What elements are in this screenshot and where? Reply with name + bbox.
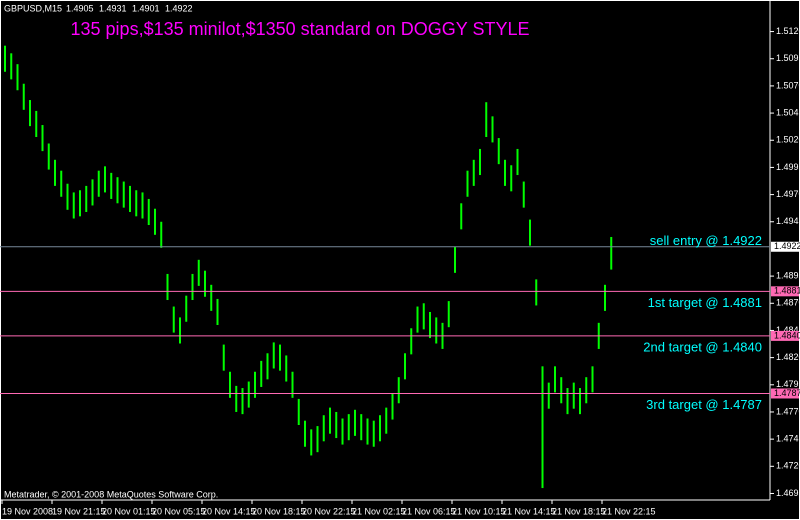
quote-value: 1.4905 xyxy=(66,3,94,13)
x-tick-label: 21 Nov 06:15 xyxy=(402,506,456,516)
level-label: 1st target @ 1.4881 xyxy=(648,295,762,310)
price-box xyxy=(771,286,799,297)
price-box-label: 1.4840 xyxy=(774,330,800,340)
symbol: GBPUSD,M15 xyxy=(4,3,62,13)
price-box-label: 1.4922 xyxy=(774,241,800,251)
x-tick-label: 21 Nov 22:15 xyxy=(602,506,656,516)
y-tick-label: 1.4720 xyxy=(776,461,800,471)
x-tick-label: 19 Nov 21:15 xyxy=(52,506,106,516)
chart-title: 135 pips,$135 minilot,$1350 standard on … xyxy=(71,19,530,39)
y-tick-label: 1.5095 xyxy=(776,53,800,63)
y-tick-label: 1.4820 xyxy=(776,352,800,362)
x-tick-label: 20 Nov 22:15 xyxy=(302,506,356,516)
price-box xyxy=(771,388,799,399)
y-tick-label: 1.4695 xyxy=(776,488,800,498)
y-tick-label: 1.4870 xyxy=(776,298,800,308)
x-tick-label: 21 Nov 14:15 xyxy=(502,506,556,516)
x-tick-label: 20 Nov 14:15 xyxy=(202,506,256,516)
y-tick-label: 1.4995 xyxy=(776,162,800,172)
quote-value: 1.4931 xyxy=(99,3,127,13)
y-tick-label: 1.5045 xyxy=(776,107,800,117)
level-label: 3rd target @ 1.4787 xyxy=(646,397,762,412)
copyright: Metatrader, © 2001-2008 MetaQuotes Softw… xyxy=(4,489,218,499)
y-tick-label: 1.4770 xyxy=(776,406,800,416)
price-box-label: 1.4881 xyxy=(774,286,800,296)
price-box-label: 1.4787 xyxy=(774,388,800,398)
price-box xyxy=(771,241,799,252)
y-tick-label: 1.5070 xyxy=(776,80,800,90)
y-tick-label: 1.4795 xyxy=(776,379,800,389)
y-tick-label: 1.4945 xyxy=(776,216,800,226)
x-tick-label: 19 Nov 2008 xyxy=(2,506,53,516)
x-tick-label: 20 Nov 01:15 xyxy=(102,506,156,516)
x-tick-label: 20 Nov 18:15 xyxy=(252,506,306,516)
y-tick-label: 1.4895 xyxy=(776,270,800,280)
y-tick-label: 1.4970 xyxy=(776,189,800,199)
x-tick-label: 21 Nov 18:15 xyxy=(552,506,606,516)
y-tick-label: 1.5120 xyxy=(776,26,800,36)
x-tick-label: 21 Nov 02:15 xyxy=(352,506,406,516)
x-tick-label: 21 Nov 10:15 xyxy=(452,506,506,516)
level-label: 2nd target @ 1.4840 xyxy=(643,339,762,354)
x-tick-label: 20 Nov 05:15 xyxy=(152,506,206,516)
y-tick-label: 1.5020 xyxy=(776,135,800,145)
y-tick-label: 1.4745 xyxy=(776,434,800,444)
quote-value: 1.4901 xyxy=(132,3,160,13)
price-box xyxy=(771,330,799,341)
quote-value: 1.4922 xyxy=(165,3,193,13)
level-label: sell entry @ 1.4922 xyxy=(650,233,762,248)
y-tick-label: 1.4845 xyxy=(776,325,800,335)
